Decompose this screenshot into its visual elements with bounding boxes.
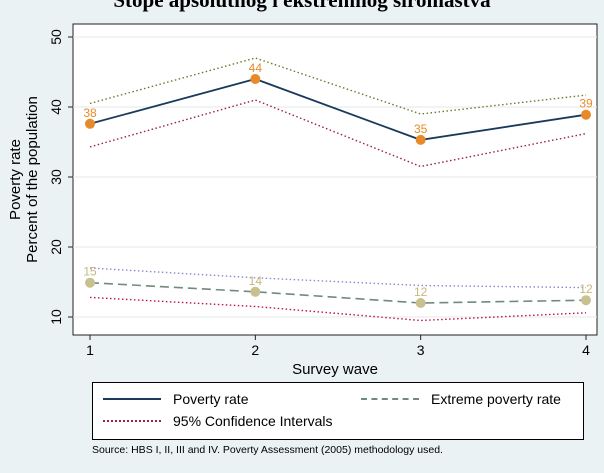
y-tick-label: 20 (48, 239, 64, 255)
data-point-poverty (85, 118, 95, 129)
series-line-extreme_upper (89, 267, 587, 289)
data-point-extreme (250, 286, 261, 297)
legend-item-extreme-poverty-rate: Extreme poverty rate (361, 391, 561, 407)
data-label-poverty: 35 (414, 122, 428, 136)
legend-swatch-confidence-intervals (103, 420, 161, 422)
legend-label-poverty-rate: Poverty rate (173, 391, 249, 407)
data-label-poverty: 38 (83, 106, 97, 120)
data-label-extreme: 12 (579, 282, 593, 296)
y-tick-label: 40 (48, 99, 64, 115)
y-tick-label: 50 (48, 29, 64, 45)
plot-area (72, 23, 598, 336)
data-label-extreme: 14 (249, 274, 263, 288)
data-point-poverty (581, 109, 591, 120)
series-line-poverty_lower (89, 99, 587, 168)
legend-item-poverty-rate: Poverty rate (103, 391, 248, 407)
series-line-poverty_upper (89, 57, 587, 115)
legend-label-confidence-intervals: 95% Confidence Intervals (173, 413, 333, 429)
x-axis-label: Survey wave (292, 361, 378, 378)
x-tick-label: 3 (417, 342, 425, 358)
data-label-extreme: 15 (83, 265, 97, 279)
y-tick-label: 30 (48, 169, 64, 185)
chart-title: Stope apsolutnog i ekstremnog siromaštva (113, 0, 491, 12)
series-line-extreme (89, 281, 587, 304)
source-note: Source: HBS I, II, III and IV. Poverty A… (92, 444, 443, 456)
legend-swatch-poverty-rate (103, 398, 161, 400)
y-axis-label: Percent of the population (24, 96, 41, 263)
data-point-extreme (415, 298, 426, 308)
series-line-poverty (89, 78, 587, 141)
legend-item-confidence-intervals: 95% Confidence Intervals (103, 413, 333, 429)
legend-label-extreme-poverty-rate: Extreme poverty rate (431, 391, 561, 407)
x-tick-label: 4 (582, 342, 590, 358)
data-label-poverty: 39 (579, 97, 593, 111)
data-point-poverty (250, 74, 261, 84)
series-line-extreme_lower (89, 296, 587, 322)
data-label-extreme: 12 (414, 285, 428, 299)
chart-legend: Poverty rate Extreme poverty rate 95% Co… (92, 382, 584, 440)
legend-swatch-extreme-poverty-rate (361, 398, 419, 400)
y-axis-label: Poverty rate (7, 139, 24, 220)
data-label-poverty: 44 (249, 61, 263, 75)
x-tick-label: 2 (251, 342, 259, 358)
y-tick-label: 10 (48, 309, 64, 325)
data-point-extreme (581, 295, 591, 306)
data-point-poverty (415, 134, 426, 145)
x-tick-label: 1 (86, 342, 94, 358)
data-point-extreme (85, 277, 95, 288)
